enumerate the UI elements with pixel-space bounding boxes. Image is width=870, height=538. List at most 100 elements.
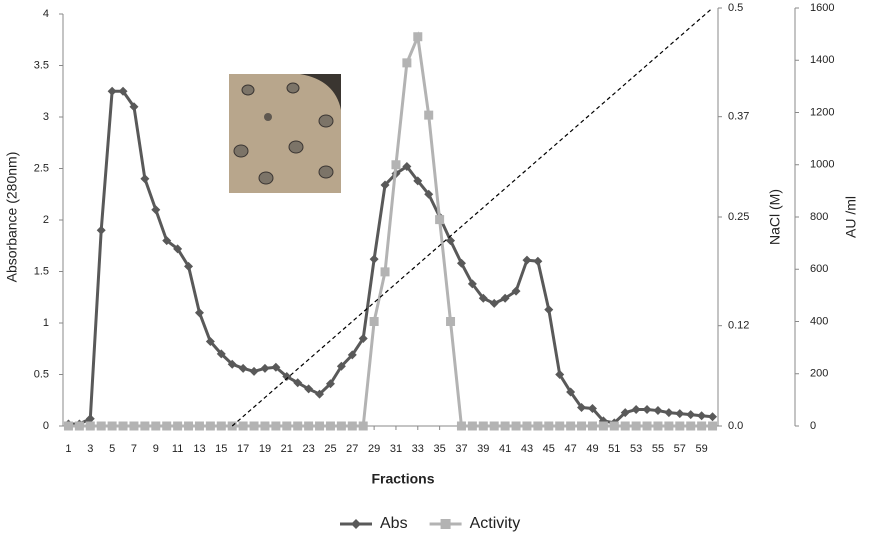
data-point bbox=[500, 421, 510, 431]
well bbox=[264, 113, 272, 121]
data-point bbox=[566, 387, 576, 397]
data-point bbox=[347, 350, 357, 360]
data-point bbox=[435, 215, 445, 225]
x-tick-label: 53 bbox=[630, 443, 642, 455]
data-point bbox=[336, 421, 346, 431]
data-point bbox=[293, 378, 303, 388]
x-tick-label: 55 bbox=[652, 443, 664, 455]
x-tick-label: 39 bbox=[477, 443, 489, 455]
x-tick-label: 45 bbox=[543, 443, 555, 455]
data-point bbox=[533, 421, 543, 431]
well bbox=[318, 114, 334, 128]
data-point bbox=[544, 305, 554, 315]
data-point bbox=[184, 421, 194, 431]
data-point bbox=[598, 421, 608, 431]
y3-tick-label: 1200 bbox=[810, 106, 834, 118]
data-point bbox=[238, 363, 248, 373]
data-point bbox=[587, 421, 597, 431]
x-tick-label: 57 bbox=[674, 443, 686, 455]
data-point bbox=[129, 421, 139, 431]
y-tick-label: 1.5 bbox=[34, 265, 49, 277]
y2-tick-label: 0.0 bbox=[728, 420, 743, 432]
y2-tick-label: 0.25 bbox=[728, 211, 749, 223]
data-point bbox=[315, 421, 325, 431]
data-point bbox=[194, 421, 204, 431]
data-point bbox=[85, 414, 95, 424]
data-point bbox=[315, 389, 325, 399]
y3-tick-label: 600 bbox=[810, 263, 828, 275]
y2-tick-label: 0.12 bbox=[728, 320, 749, 332]
y3-tick-label: 400 bbox=[810, 315, 828, 327]
data-point bbox=[456, 258, 466, 268]
data-point bbox=[631, 405, 641, 415]
y3-tick-label: 0 bbox=[810, 420, 816, 432]
data-point bbox=[456, 421, 466, 431]
data-point bbox=[675, 421, 685, 431]
x-tick-label: 41 bbox=[499, 443, 511, 455]
y2-tick-label: 0.5 bbox=[728, 2, 743, 14]
y3-tick-label: 1000 bbox=[810, 159, 834, 171]
data-point bbox=[620, 421, 630, 431]
data-point bbox=[478, 421, 488, 431]
data-point bbox=[391, 160, 401, 170]
x-tick-label: 33 bbox=[412, 443, 424, 455]
data-point bbox=[697, 411, 707, 421]
well bbox=[258, 171, 274, 185]
data-point bbox=[708, 412, 718, 422]
x-tick-label: 59 bbox=[696, 443, 708, 455]
data-point bbox=[118, 421, 128, 431]
data-point bbox=[446, 317, 456, 326]
legend-label: Abs bbox=[380, 515, 408, 532]
data-point bbox=[227, 359, 237, 369]
y3-tick-label: 800 bbox=[810, 211, 828, 223]
data-point bbox=[566, 421, 576, 431]
data-point bbox=[369, 317, 379, 326]
data-point bbox=[686, 410, 696, 420]
data-point bbox=[173, 421, 183, 431]
data-point bbox=[642, 421, 652, 431]
x-tick-label: 19 bbox=[259, 443, 271, 455]
x-tick-label: 49 bbox=[586, 443, 598, 455]
data-point bbox=[642, 405, 652, 415]
data-point bbox=[708, 421, 718, 431]
y2-tick-label: 0.37 bbox=[728, 111, 749, 123]
y-axis-title: Absorbance (280nm) bbox=[4, 152, 20, 283]
well bbox=[241, 84, 255, 96]
data-point bbox=[522, 421, 532, 431]
data-point bbox=[293, 421, 303, 431]
x-tick-label: 29 bbox=[368, 443, 380, 455]
y-tick-label: 2.5 bbox=[34, 162, 49, 174]
y-tick-label: 2 bbox=[43, 214, 49, 226]
data-point bbox=[304, 421, 314, 431]
data-point bbox=[282, 421, 292, 431]
data-point bbox=[402, 161, 412, 171]
well bbox=[288, 140, 304, 154]
x-tick-label: 3 bbox=[87, 443, 93, 455]
x-tick-label: 21 bbox=[281, 443, 293, 455]
data-point bbox=[413, 32, 423, 42]
data-point bbox=[151, 205, 161, 215]
data-point bbox=[653, 421, 663, 431]
data-point bbox=[118, 86, 128, 96]
x-tick-label: 51 bbox=[608, 443, 620, 455]
data-point bbox=[347, 421, 357, 431]
data-point bbox=[587, 403, 597, 413]
data-point bbox=[686, 421, 696, 431]
data-point bbox=[325, 379, 335, 389]
data-point bbox=[511, 421, 521, 431]
x-tick-label: 47 bbox=[565, 443, 577, 455]
data-point bbox=[653, 406, 663, 416]
y3-axis-title: AU /ml bbox=[843, 196, 859, 238]
data-point bbox=[620, 408, 630, 418]
data-point bbox=[96, 421, 106, 431]
y-tick-label: 4 bbox=[43, 8, 49, 20]
data-point bbox=[325, 421, 335, 431]
data-point bbox=[489, 421, 499, 431]
data-point bbox=[664, 421, 674, 431]
well bbox=[233, 144, 249, 158]
x-tick-label: 9 bbox=[153, 443, 159, 455]
data-point bbox=[380, 180, 390, 190]
data-point bbox=[489, 298, 499, 308]
x-tick-label: 31 bbox=[390, 443, 402, 455]
x-tick-label: 7 bbox=[131, 443, 137, 455]
